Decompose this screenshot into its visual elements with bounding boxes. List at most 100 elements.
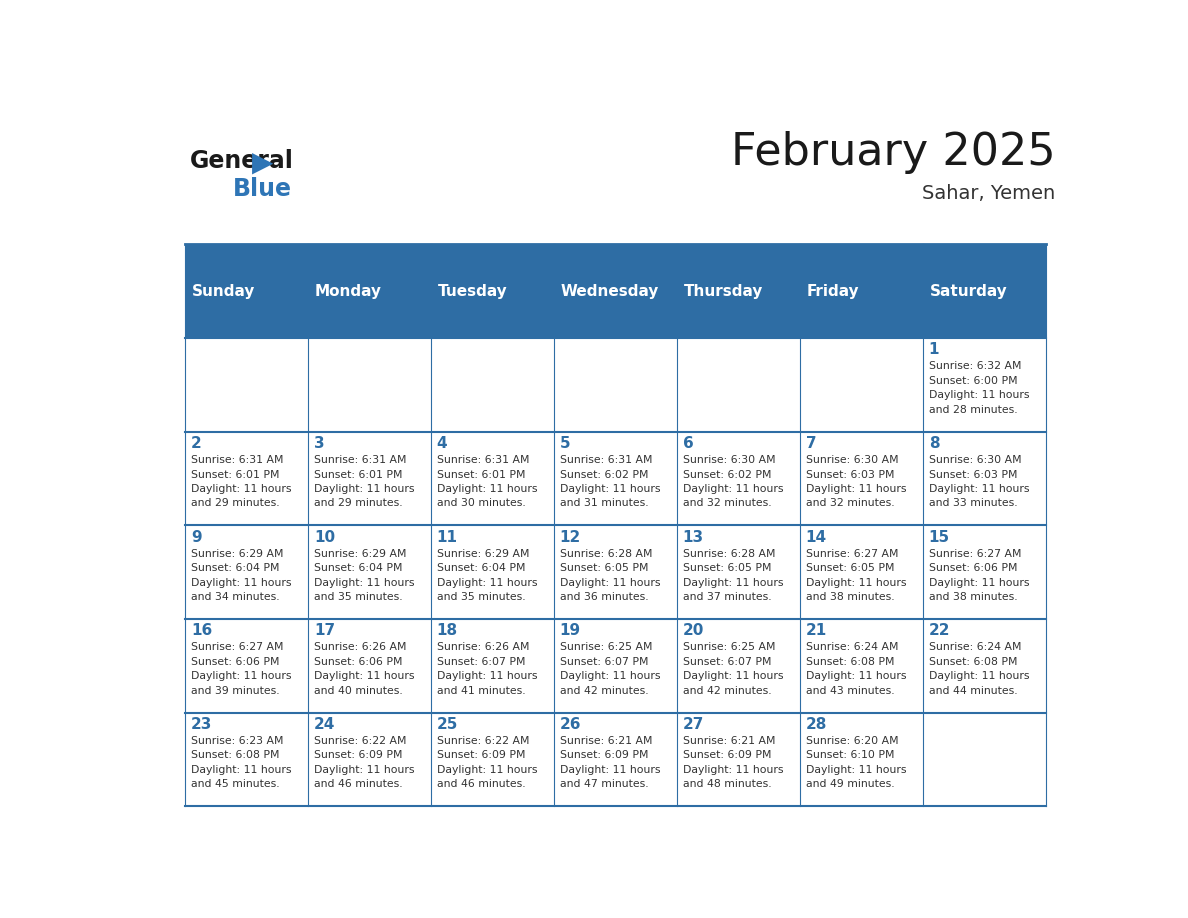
Bar [185, 431, 309, 525]
Text: 16: 16 [191, 623, 213, 638]
Bar [923, 431, 1047, 525]
Text: Sunrise: 6:21 AM
Sunset: 6:09 PM
Daylight: 11 hours
and 47 minutes.: Sunrise: 6:21 AM Sunset: 6:09 PM Dayligh… [560, 736, 661, 789]
Bar [431, 338, 555, 431]
Text: ▶: ▶ [252, 149, 273, 177]
Bar [555, 431, 677, 525]
Text: 26: 26 [560, 717, 581, 732]
Text: 27: 27 [683, 717, 704, 732]
Text: Sunrise: 6:28 AM
Sunset: 6:05 PM
Daylight: 11 hours
and 36 minutes.: Sunrise: 6:28 AM Sunset: 6:05 PM Dayligh… [560, 549, 661, 602]
Bar [309, 431, 431, 525]
Text: Thursday: Thursday [683, 284, 763, 298]
Text: Monday: Monday [315, 284, 381, 298]
Text: Sunrise: 6:30 AM
Sunset: 6:02 PM
Daylight: 11 hours
and 32 minutes.: Sunrise: 6:30 AM Sunset: 6:02 PM Dayligh… [683, 455, 783, 509]
Bar [801, 619, 923, 712]
Bar [923, 338, 1047, 431]
Bar [185, 619, 309, 712]
Text: Friday: Friday [807, 284, 859, 298]
Text: 22: 22 [929, 623, 950, 638]
Bar [677, 619, 801, 712]
Text: Sunrise: 6:22 AM
Sunset: 6:09 PM
Daylight: 11 hours
and 46 minutes.: Sunrise: 6:22 AM Sunset: 6:09 PM Dayligh… [437, 736, 537, 789]
Text: 1: 1 [929, 342, 940, 357]
Text: 21: 21 [805, 623, 827, 638]
Bar [309, 619, 431, 712]
Text: 20: 20 [683, 623, 704, 638]
Text: Sunrise: 6:29 AM
Sunset: 6:04 PM
Daylight: 11 hours
and 34 minutes.: Sunrise: 6:29 AM Sunset: 6:04 PM Dayligh… [191, 549, 291, 602]
Text: Sunrise: 6:21 AM
Sunset: 6:09 PM
Daylight: 11 hours
and 48 minutes.: Sunrise: 6:21 AM Sunset: 6:09 PM Dayligh… [683, 736, 783, 789]
Text: 25: 25 [437, 717, 459, 732]
Bar [185, 712, 309, 806]
Text: Sunrise: 6:31 AM
Sunset: 6:01 PM
Daylight: 11 hours
and 30 minutes.: Sunrise: 6:31 AM Sunset: 6:01 PM Dayligh… [437, 455, 537, 509]
Bar [923, 712, 1047, 806]
Bar [309, 712, 431, 806]
Text: Sunrise: 6:24 AM
Sunset: 6:08 PM
Daylight: 11 hours
and 43 minutes.: Sunrise: 6:24 AM Sunset: 6:08 PM Dayligh… [805, 643, 906, 696]
Text: 7: 7 [805, 436, 816, 451]
Bar [185, 244, 1047, 338]
Text: Tuesday: Tuesday [437, 284, 507, 298]
Text: General: General [190, 149, 293, 173]
Bar [555, 338, 677, 431]
Text: Sunrise: 6:29 AM
Sunset: 6:04 PM
Daylight: 11 hours
and 35 minutes.: Sunrise: 6:29 AM Sunset: 6:04 PM Dayligh… [314, 549, 415, 602]
Bar [309, 338, 431, 431]
Text: Sunrise: 6:31 AM
Sunset: 6:02 PM
Daylight: 11 hours
and 31 minutes.: Sunrise: 6:31 AM Sunset: 6:02 PM Dayligh… [560, 455, 661, 509]
Text: Sunrise: 6:31 AM
Sunset: 6:01 PM
Daylight: 11 hours
and 29 minutes.: Sunrise: 6:31 AM Sunset: 6:01 PM Dayligh… [191, 455, 291, 509]
Text: Sunrise: 6:26 AM
Sunset: 6:07 PM
Daylight: 11 hours
and 41 minutes.: Sunrise: 6:26 AM Sunset: 6:07 PM Dayligh… [437, 643, 537, 696]
Bar [677, 525, 801, 619]
Text: February 2025: February 2025 [731, 131, 1055, 174]
Text: Sunrise: 6:30 AM
Sunset: 6:03 PM
Daylight: 11 hours
and 33 minutes.: Sunrise: 6:30 AM Sunset: 6:03 PM Dayligh… [929, 455, 1029, 509]
Text: Sunrise: 6:23 AM
Sunset: 6:08 PM
Daylight: 11 hours
and 45 minutes.: Sunrise: 6:23 AM Sunset: 6:08 PM Dayligh… [191, 736, 291, 789]
Text: 24: 24 [314, 717, 335, 732]
Bar [923, 525, 1047, 619]
Text: 18: 18 [437, 623, 457, 638]
Text: 8: 8 [929, 436, 940, 451]
Text: 10: 10 [314, 530, 335, 544]
Bar [185, 338, 309, 431]
Text: Sunrise: 6:27 AM
Sunset: 6:06 PM
Daylight: 11 hours
and 39 minutes.: Sunrise: 6:27 AM Sunset: 6:06 PM Dayligh… [191, 643, 291, 696]
Bar [431, 431, 555, 525]
Text: 9: 9 [191, 530, 202, 544]
Text: Sunrise: 6:32 AM
Sunset: 6:00 PM
Daylight: 11 hours
and 28 minutes.: Sunrise: 6:32 AM Sunset: 6:00 PM Dayligh… [929, 362, 1029, 415]
Bar [431, 525, 555, 619]
Text: Blue: Blue [233, 177, 292, 201]
Text: Saturday: Saturday [930, 284, 1007, 298]
Text: 23: 23 [191, 717, 213, 732]
Bar [185, 525, 309, 619]
Text: 12: 12 [560, 530, 581, 544]
Text: 11: 11 [437, 530, 457, 544]
Bar [801, 712, 923, 806]
Bar [555, 619, 677, 712]
Text: Sunrise: 6:20 AM
Sunset: 6:10 PM
Daylight: 11 hours
and 49 minutes.: Sunrise: 6:20 AM Sunset: 6:10 PM Dayligh… [805, 736, 906, 789]
Bar [677, 338, 801, 431]
Bar [431, 712, 555, 806]
Text: Sunrise: 6:30 AM
Sunset: 6:03 PM
Daylight: 11 hours
and 32 minutes.: Sunrise: 6:30 AM Sunset: 6:03 PM Dayligh… [805, 455, 906, 509]
Text: Sunrise: 6:26 AM
Sunset: 6:06 PM
Daylight: 11 hours
and 40 minutes.: Sunrise: 6:26 AM Sunset: 6:06 PM Dayligh… [314, 643, 415, 696]
Text: Sunday: Sunday [191, 284, 255, 298]
Text: Sunrise: 6:25 AM
Sunset: 6:07 PM
Daylight: 11 hours
and 42 minutes.: Sunrise: 6:25 AM Sunset: 6:07 PM Dayligh… [560, 643, 661, 696]
Bar [555, 712, 677, 806]
Bar [801, 338, 923, 431]
Text: Sunrise: 6:28 AM
Sunset: 6:05 PM
Daylight: 11 hours
and 37 minutes.: Sunrise: 6:28 AM Sunset: 6:05 PM Dayligh… [683, 549, 783, 602]
Bar [801, 431, 923, 525]
Bar [677, 431, 801, 525]
Bar [555, 525, 677, 619]
Text: 6: 6 [683, 436, 694, 451]
Text: 19: 19 [560, 623, 581, 638]
Text: Sunrise: 6:29 AM
Sunset: 6:04 PM
Daylight: 11 hours
and 35 minutes.: Sunrise: 6:29 AM Sunset: 6:04 PM Dayligh… [437, 549, 537, 602]
Text: Sunrise: 6:24 AM
Sunset: 6:08 PM
Daylight: 11 hours
and 44 minutes.: Sunrise: 6:24 AM Sunset: 6:08 PM Dayligh… [929, 643, 1029, 696]
Text: 15: 15 [929, 530, 950, 544]
Text: 17: 17 [314, 623, 335, 638]
Bar [677, 712, 801, 806]
Text: 2: 2 [191, 436, 202, 451]
Text: Sahar, Yemen: Sahar, Yemen [922, 185, 1055, 204]
Text: 14: 14 [805, 530, 827, 544]
Bar [801, 525, 923, 619]
Text: Sunrise: 6:25 AM
Sunset: 6:07 PM
Daylight: 11 hours
and 42 minutes.: Sunrise: 6:25 AM Sunset: 6:07 PM Dayligh… [683, 643, 783, 696]
Text: Sunrise: 6:27 AM
Sunset: 6:05 PM
Daylight: 11 hours
and 38 minutes.: Sunrise: 6:27 AM Sunset: 6:05 PM Dayligh… [805, 549, 906, 602]
Text: 4: 4 [437, 436, 448, 451]
Text: Sunrise: 6:22 AM
Sunset: 6:09 PM
Daylight: 11 hours
and 46 minutes.: Sunrise: 6:22 AM Sunset: 6:09 PM Dayligh… [314, 736, 415, 789]
Bar [431, 619, 555, 712]
Bar [309, 525, 431, 619]
Text: 3: 3 [314, 436, 324, 451]
Text: 28: 28 [805, 717, 827, 732]
Text: 5: 5 [560, 436, 570, 451]
Text: Sunrise: 6:31 AM
Sunset: 6:01 PM
Daylight: 11 hours
and 29 minutes.: Sunrise: 6:31 AM Sunset: 6:01 PM Dayligh… [314, 455, 415, 509]
